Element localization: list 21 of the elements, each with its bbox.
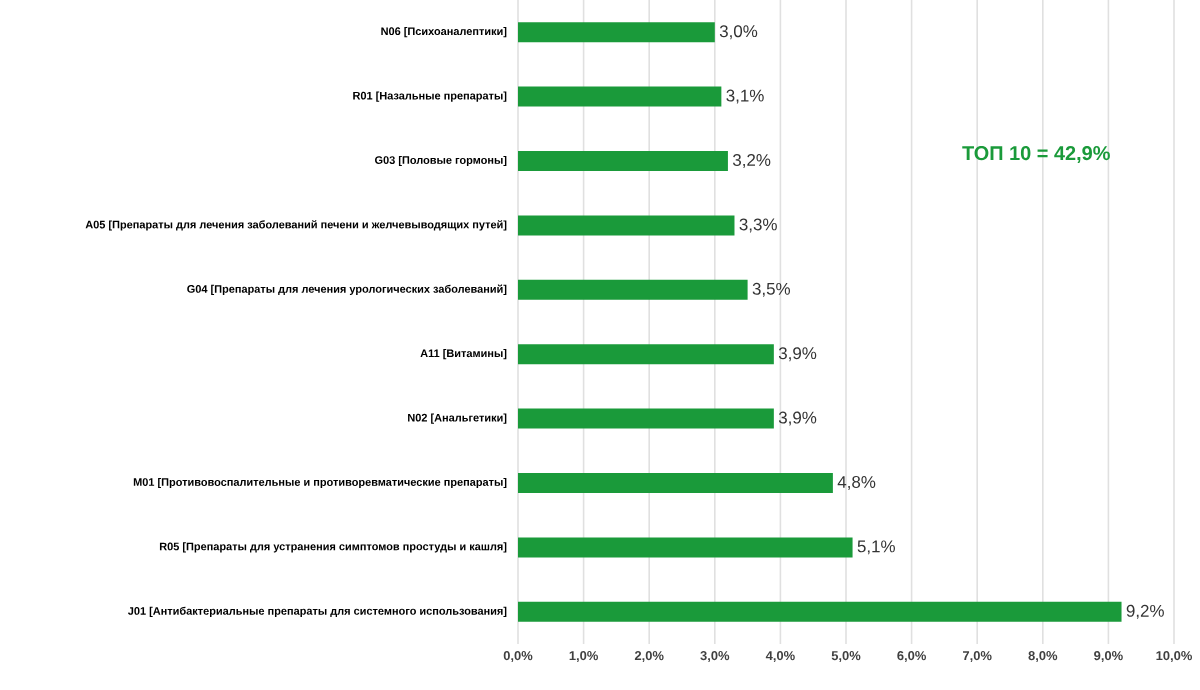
annotation: ТОП 10 = 42,9% [962,146,1110,164]
bar [518,473,833,494]
data-label: 4,8% [837,476,876,490]
bar [518,215,735,236]
data-label: 3,9% [778,347,817,362]
bar [518,537,853,558]
data-label: 5,1% [857,540,895,555]
data-label: 3,9% [778,411,817,426]
data-label: 3,0% [719,25,758,40]
bar [518,279,748,300]
bar [518,408,774,429]
data-label: 3,2% [732,154,771,168]
data-label: 9,2% [1126,604,1164,619]
data-label: 3,5% [752,282,791,297]
bar [518,344,774,365]
bar [518,601,1122,622]
data-label: 3,1% [726,89,764,104]
bar [518,86,722,107]
data-label: 3,3% [739,218,777,233]
bar [518,22,715,43]
bar [518,150,728,171]
